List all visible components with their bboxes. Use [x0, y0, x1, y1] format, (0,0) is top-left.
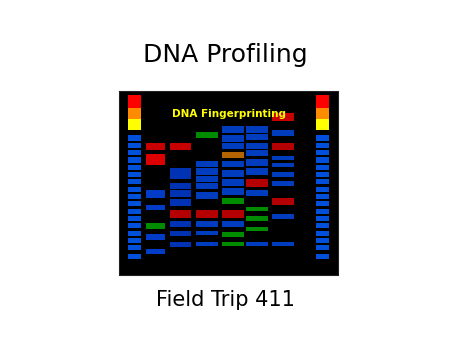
- Text: DNA Profiling: DNA Profiling: [143, 43, 307, 67]
- Bar: [120, 92, 338, 275]
- Text: Field Trip 411: Field Trip 411: [156, 290, 294, 310]
- Text: DNA Fingerprinting: DNA Fingerprinting: [172, 109, 286, 119]
